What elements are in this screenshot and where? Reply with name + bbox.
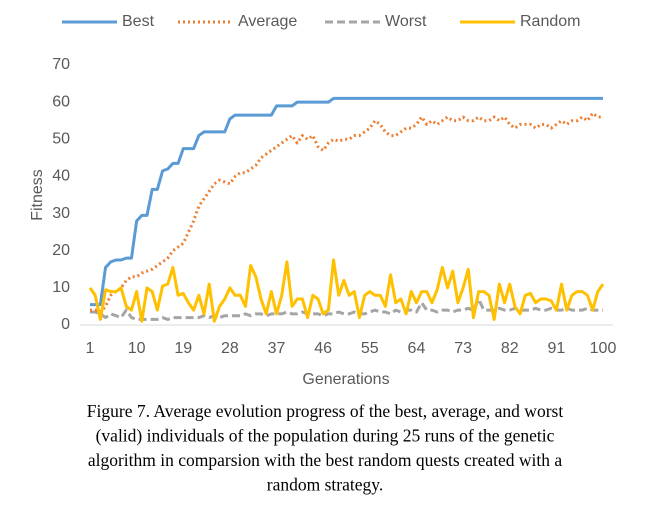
y-tick-label: 60	[52, 93, 70, 110]
y-tick-label: 10	[52, 279, 70, 296]
line-series	[90, 297, 603, 321]
y-tick-label: 40	[52, 168, 70, 185]
x-axis-title: Generations	[302, 371, 389, 388]
x-tick-label: 91	[547, 340, 565, 357]
legend-label: Best	[122, 13, 155, 30]
x-tick-label: 10	[128, 340, 146, 357]
legend-label: Random	[520, 13, 580, 30]
x-tick-label: 46	[314, 340, 332, 357]
y-tick-label: 30	[52, 205, 70, 222]
legend-label: Worst	[385, 13, 427, 30]
caption-line: Figure 7. Average evolution progress of …	[87, 401, 564, 421]
legend-label: Average	[238, 13, 297, 30]
caption-line: algorithm in comparsion with the best ra…	[88, 450, 563, 470]
y-tick-label: 20	[52, 242, 70, 259]
y-tick-label: 70	[52, 56, 70, 73]
caption-line: (valid) individuals of the population du…	[96, 426, 555, 446]
x-tick-label: 82	[501, 340, 519, 357]
x-tick-label: 37	[268, 340, 286, 357]
x-tick-label: 100	[590, 340, 617, 357]
line-series	[88, 258, 605, 323]
line-series	[90, 111, 603, 314]
x-tick-label: 1	[86, 340, 95, 357]
x-tick-label: 19	[174, 340, 192, 357]
y-tick-label: 50	[52, 131, 70, 148]
x-tick-label: 28	[221, 340, 239, 357]
y-axis-title: Fitness	[29, 169, 46, 221]
caption-line: random strategy.	[267, 475, 383, 495]
x-tick-label: 64	[408, 340, 426, 357]
y-tick-label: 0	[61, 316, 70, 333]
x-tick-label: 73	[454, 340, 472, 357]
x-tick-label: 55	[361, 340, 379, 357]
line-series	[90, 96, 603, 307]
